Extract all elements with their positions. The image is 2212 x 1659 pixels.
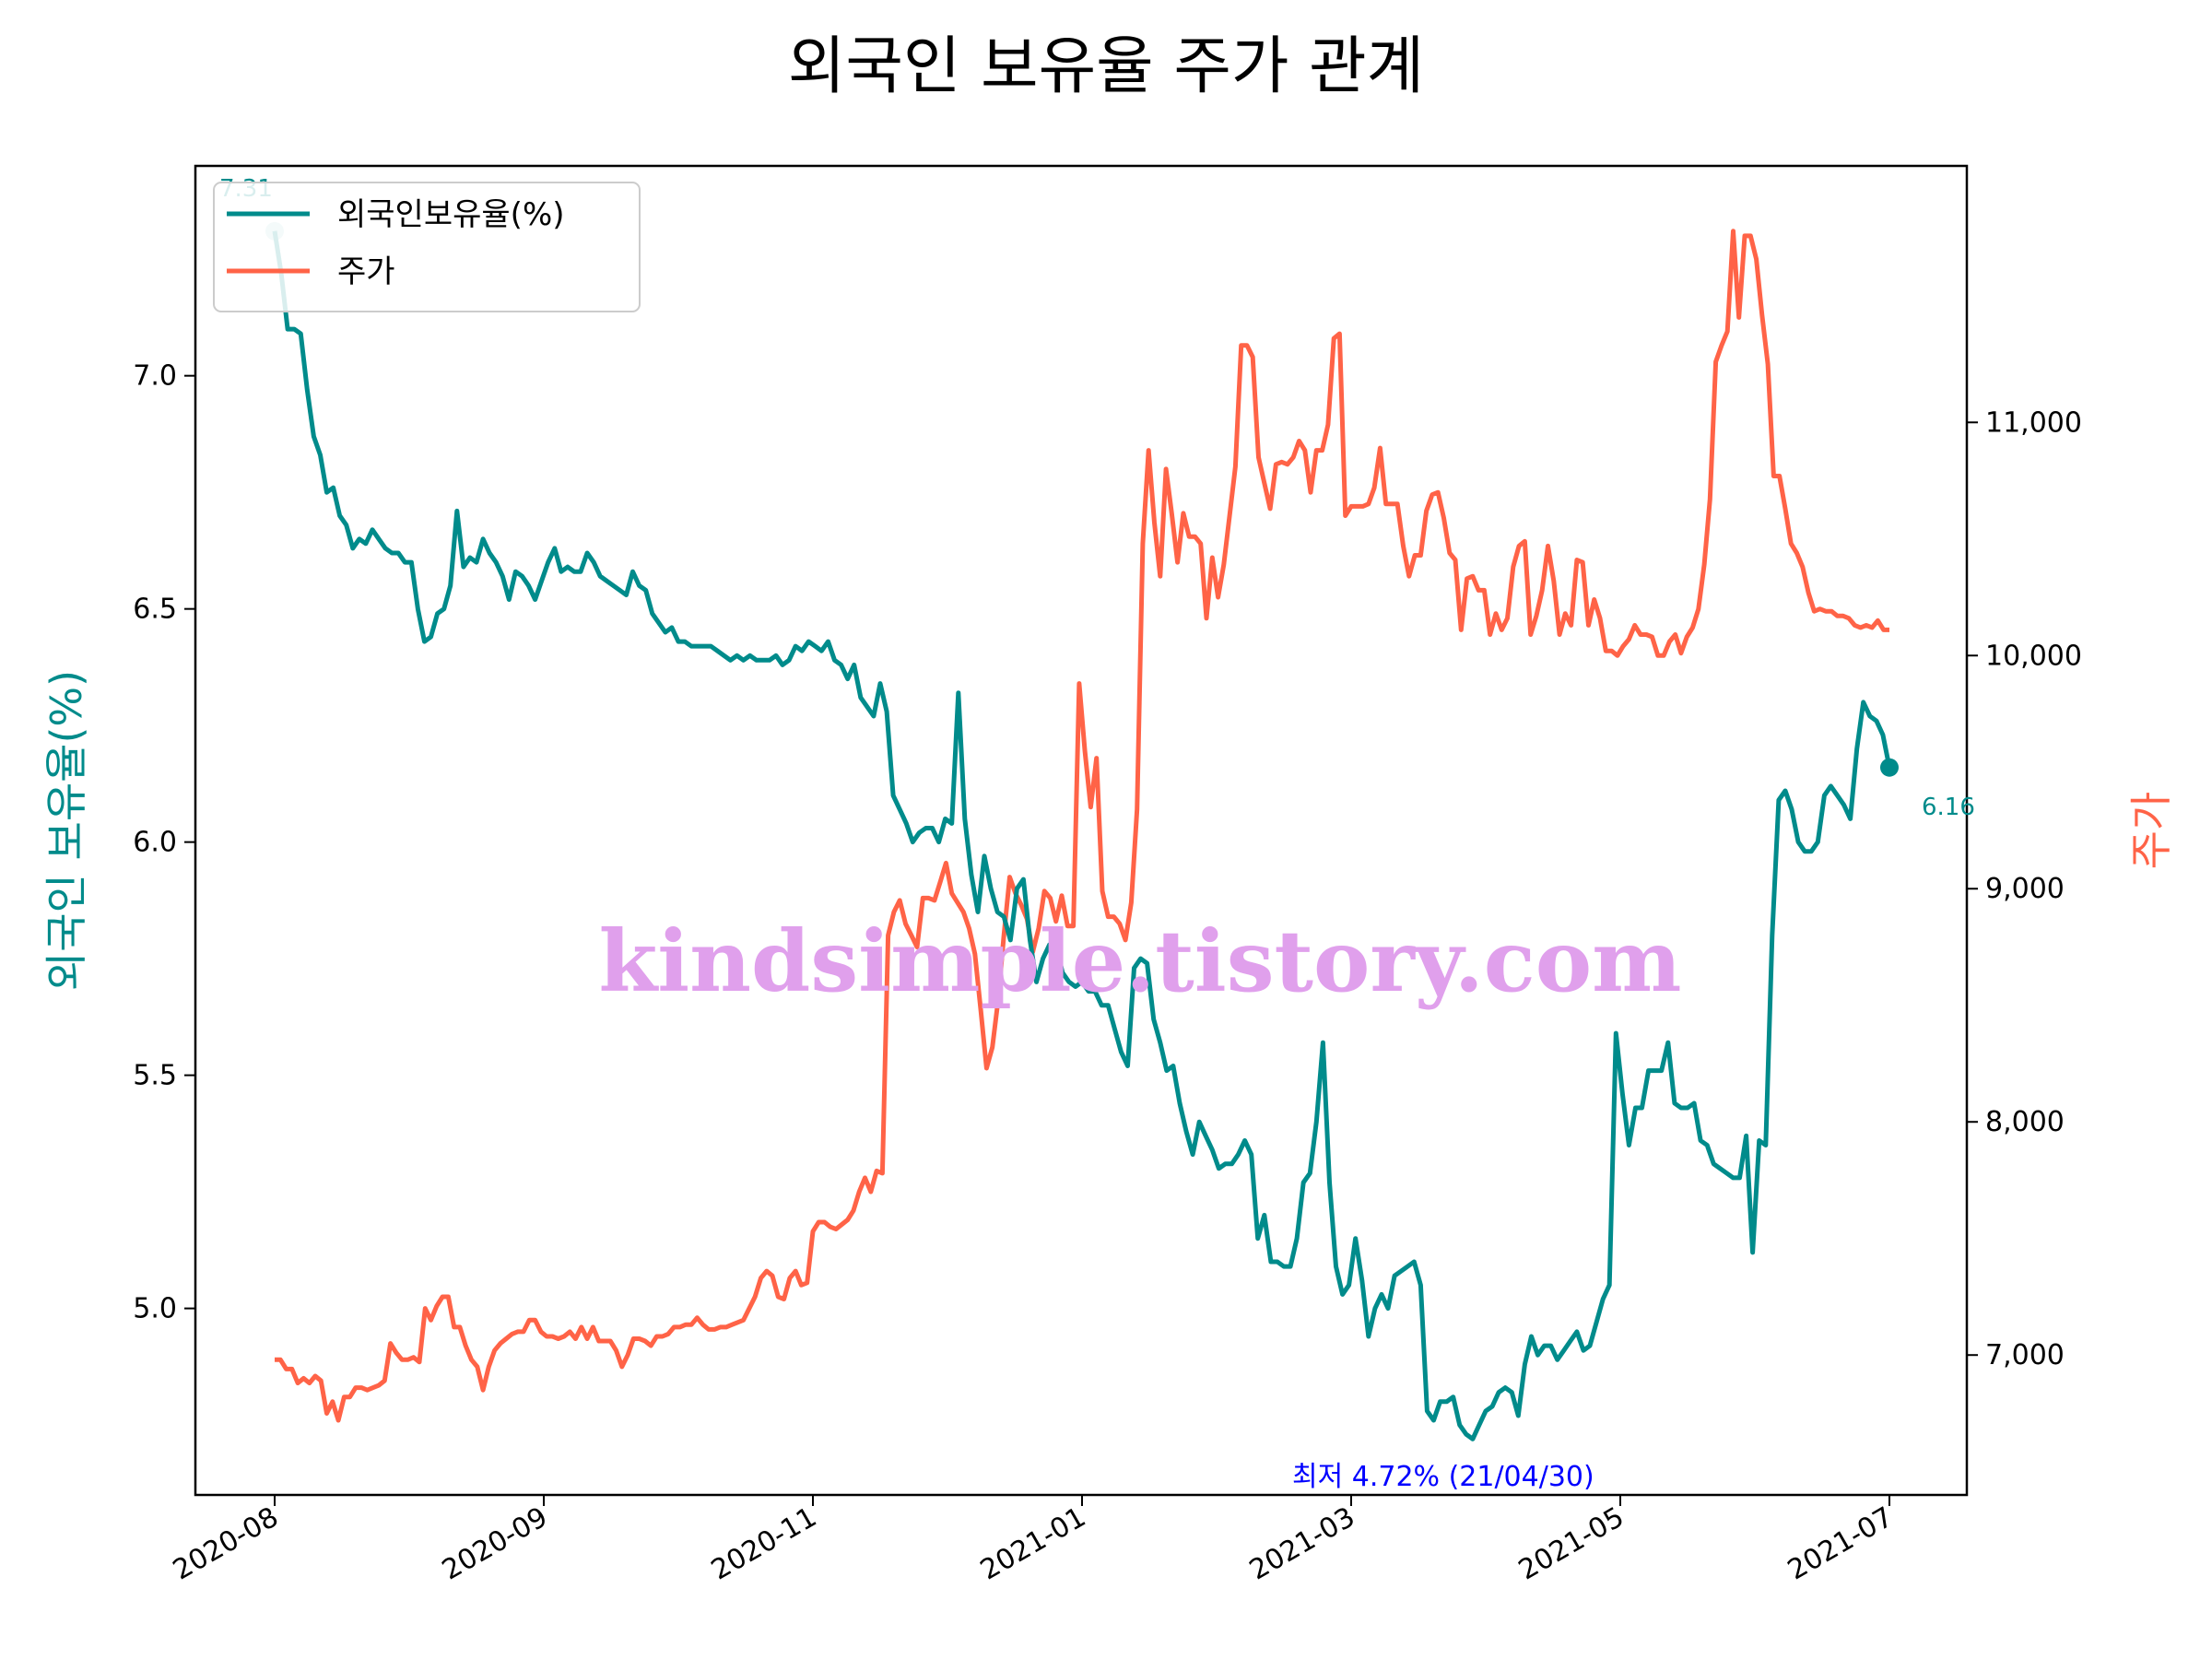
- chart-title: 외국인 보유율 주가 관계: [788, 30, 1424, 103]
- end-value-label: 6.16: [1922, 794, 1975, 821]
- watermark: kindsimple.tistory.com: [598, 912, 1681, 1011]
- y-right-tick-label: 10,000: [1985, 640, 2082, 672]
- legend-label-foreign-ownership: 외국인보유율(%): [337, 196, 565, 233]
- y-right-tick-label: 9,000: [1985, 873, 2065, 905]
- y-left-tick-label: 5.0: [133, 1293, 177, 1325]
- y-right-tick-label: 7,000: [1985, 1339, 2065, 1371]
- legend: 외국인보유율(%) 주가: [213, 182, 641, 312]
- y-left-tick-label: 5.5: [133, 1060, 177, 1092]
- y-left-tick-label: 6.5: [133, 594, 177, 626]
- minimum-annotation: 최저 4.72% (21/04/30): [1292, 1461, 1594, 1493]
- y-left-tick-label: 6.0: [133, 827, 177, 859]
- end-point-marker: [1880, 758, 1899, 777]
- y-axis-left: 5.0 5.5 6.0 6.5 7.0: [133, 360, 195, 1325]
- y-left-tick-label: 7.0: [133, 360, 177, 393]
- annotations: 7.31 6.16 최저 4.72% (21/04/30): [219, 175, 1975, 1493]
- y-axis-right: 7,000 8,000 9,000 10,000 11,000: [1967, 406, 2082, 1371]
- legend-label-stock-price: 주가: [337, 253, 395, 290]
- y-right-tick-label: 8,000: [1985, 1106, 2065, 1138]
- y-axis-left-title: 외국인 보유율(%): [41, 670, 91, 991]
- y-right-tick-label: 11,000: [1985, 406, 2082, 439]
- legend-box: [213, 182, 641, 312]
- y-axis-right-title: 주가: [2126, 792, 2176, 870]
- series-line-foreign-ownership: [272, 230, 1892, 1441]
- series-line-stock-price: [275, 229, 1889, 1423]
